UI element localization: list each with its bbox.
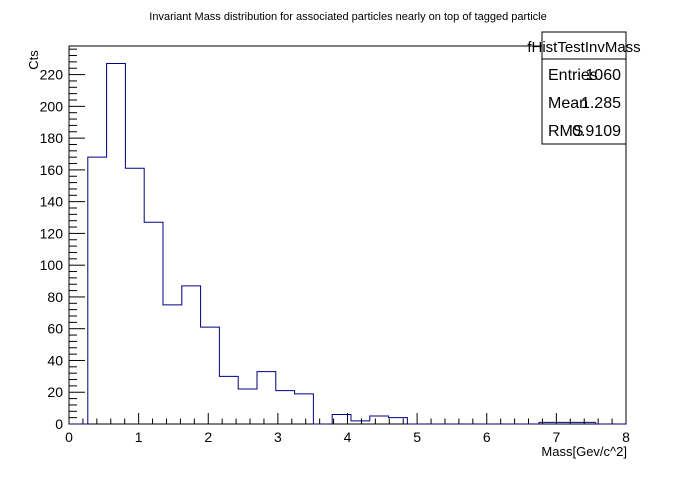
y-tick-label: 100 bbox=[40, 257, 64, 273]
y-tick-label: 0 bbox=[55, 416, 63, 432]
stats-mean-value: 1.285 bbox=[581, 95, 621, 112]
histogram-bin bbox=[163, 305, 182, 424]
histogram-bin bbox=[125, 168, 144, 424]
x-tick-label: 3 bbox=[274, 429, 282, 445]
y-tick-label: 160 bbox=[40, 162, 64, 178]
stats-box-frame bbox=[541, 31, 627, 145]
histogram-bin bbox=[219, 376, 238, 424]
x-tick-label: 5 bbox=[413, 429, 421, 445]
x-tick-label: 2 bbox=[204, 429, 212, 445]
y-tick-label: 220 bbox=[40, 67, 64, 83]
x-tick-label: 1 bbox=[135, 429, 143, 445]
histogram-line bbox=[69, 62, 626, 425]
histogram-bin bbox=[257, 372, 276, 424]
stats-entries-label: Entries bbox=[548, 67, 598, 84]
histogram-layer bbox=[69, 62, 626, 425]
stats-rms-label: RMS bbox=[548, 123, 584, 140]
histogram-bin bbox=[144, 222, 163, 424]
y-tick-label: 80 bbox=[47, 289, 63, 305]
chart-title: Invariant Mass distribution for associat… bbox=[149, 11, 546, 23]
histogram-bin bbox=[201, 327, 220, 424]
y-tick-label: 20 bbox=[47, 384, 63, 400]
stats-box: fHistTestInvMass Entries 1060 Mean 1.285… bbox=[527, 31, 641, 145]
y-tick-label: 40 bbox=[47, 352, 63, 368]
y-axis-label: Cts bbox=[26, 50, 41, 70]
y-tick-label: 180 bbox=[40, 130, 64, 146]
x-tick-label: 6 bbox=[483, 429, 491, 445]
y-tick-label: 200 bbox=[40, 98, 64, 114]
stats-box-name: fHistTestInvMass bbox=[527, 39, 640, 56]
x-tick-label: 7 bbox=[552, 429, 560, 445]
x-axis-label: Mass[Gev/c^2] bbox=[541, 444, 627, 459]
y-tick-label: 140 bbox=[40, 194, 64, 210]
histogram-bin bbox=[332, 414, 351, 424]
histogram-bin bbox=[295, 394, 314, 424]
histogram-bin bbox=[389, 418, 408, 424]
x-tick-label: 8 bbox=[622, 429, 630, 445]
stats-rms-value: 0.9109 bbox=[572, 123, 621, 140]
x-tick-label: 0 bbox=[65, 429, 73, 445]
histogram-bin bbox=[370, 416, 389, 424]
y-tick-label: 60 bbox=[47, 321, 63, 337]
histogram-bin bbox=[238, 389, 257, 424]
histogram-bin bbox=[88, 157, 107, 424]
x-tick-label: 4 bbox=[344, 429, 352, 445]
y-tick-label: 120 bbox=[40, 225, 64, 241]
stats-entries-value: 1060 bbox=[585, 67, 621, 84]
histogram-bin bbox=[107, 63, 126, 424]
stats-mean-label: Mean bbox=[548, 95, 588, 112]
histogram-bin bbox=[182, 286, 201, 424]
